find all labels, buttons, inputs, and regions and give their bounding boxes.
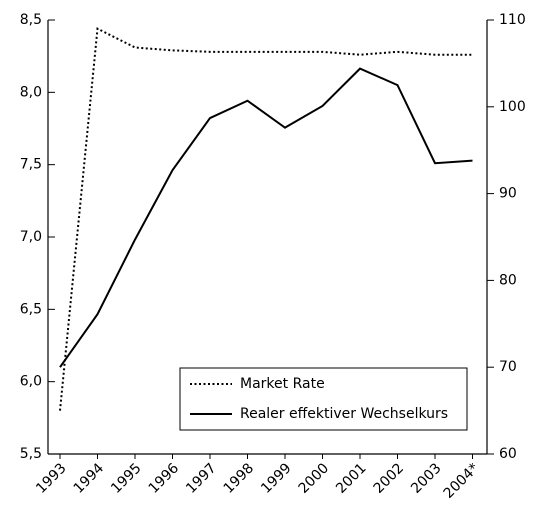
y-tick-label: 6,0 bbox=[20, 374, 42, 390]
x-tick-label: 2000 bbox=[296, 460, 333, 497]
y-tick-label: 5,5 bbox=[20, 446, 42, 462]
x-tick-label: 2001 bbox=[333, 460, 370, 497]
x-tick-label: 2003 bbox=[408, 460, 445, 497]
y2-tick-label: 80 bbox=[499, 272, 517, 288]
legend-label: Market Rate bbox=[240, 376, 325, 392]
y-tick-label: 8,0 bbox=[20, 84, 42, 100]
y2-tick-label: 60 bbox=[499, 446, 517, 462]
series-line bbox=[59, 67, 473, 368]
x-tick-label: 1993 bbox=[33, 460, 70, 497]
y-tick-label: 7,5 bbox=[20, 157, 42, 173]
series-line bbox=[59, 27, 473, 411]
y2-tick-label: 70 bbox=[499, 359, 517, 375]
x-tick-label: 1997 bbox=[183, 460, 220, 497]
x-tick-label: 2002 bbox=[371, 460, 408, 497]
x-tick-label: 1999 bbox=[258, 460, 295, 497]
y2-tick-label: 110 bbox=[499, 12, 526, 28]
x-tick-label: 1994 bbox=[71, 460, 108, 497]
y2-tick-label: 90 bbox=[499, 186, 517, 202]
y-tick-label: 8,5 bbox=[20, 12, 42, 28]
x-tick-label: 1996 bbox=[146, 460, 183, 497]
x-tick-label: 2004* bbox=[441, 460, 482, 501]
legend-label: Realer effektiver Wechselkurs bbox=[240, 406, 448, 422]
x-tick-label: 1998 bbox=[221, 460, 258, 497]
y-tick-label: 7,0 bbox=[20, 229, 42, 245]
y2-tick-label: 100 bbox=[499, 99, 526, 115]
y-tick-label: 6,5 bbox=[20, 301, 42, 317]
x-tick-label: 1995 bbox=[108, 460, 145, 497]
legend-box bbox=[179, 367, 468, 431]
